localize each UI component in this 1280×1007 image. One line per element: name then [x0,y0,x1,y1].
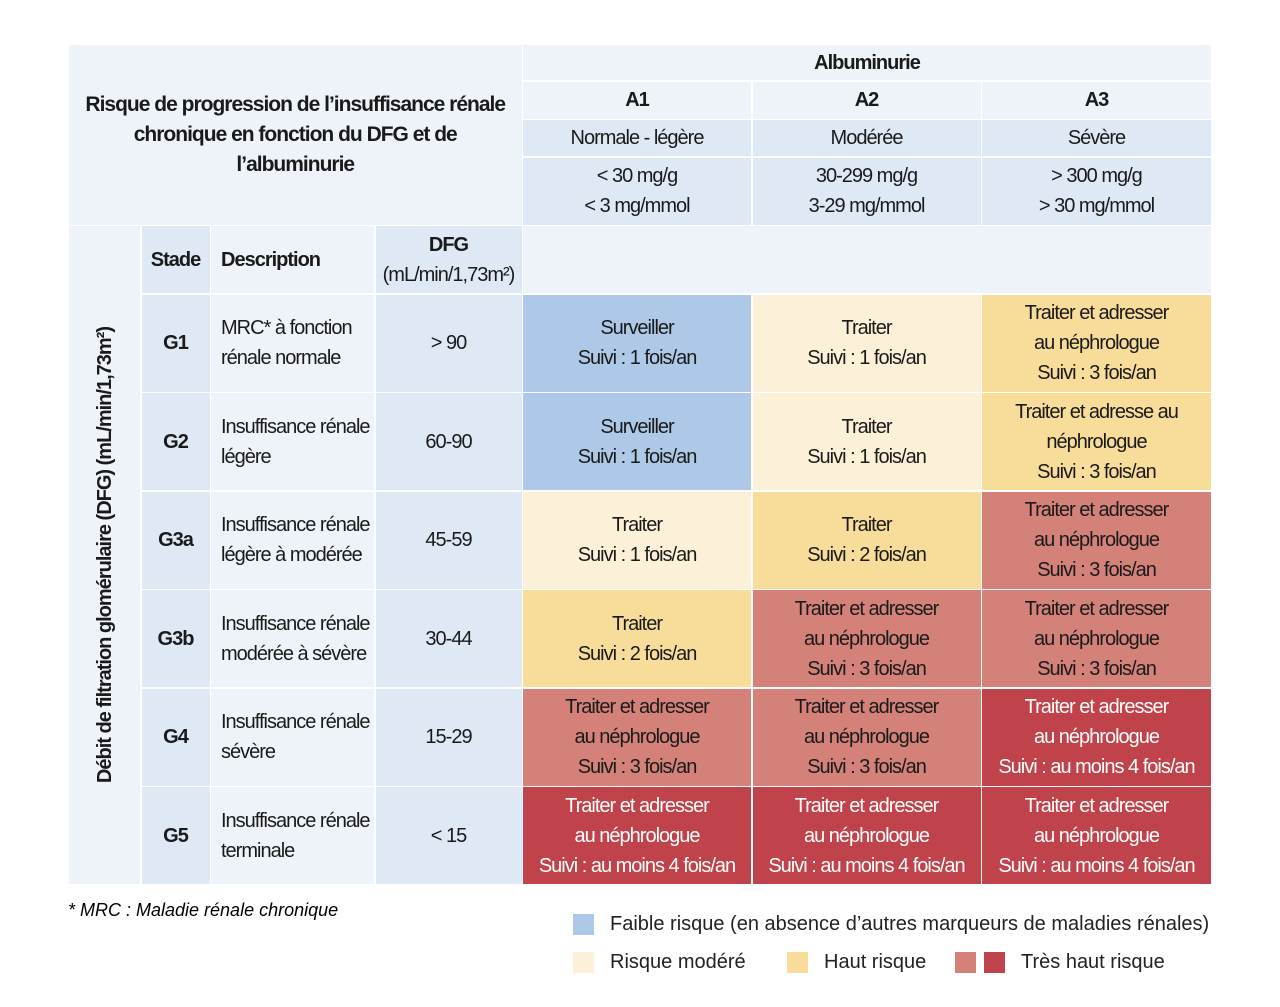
risk-cell: Traiter Suivi : 1 fois/an [523,491,751,589]
a3-label: Sévère [982,120,1211,156]
a1-range: < 30 mg/g < 3 mg/mmol [523,157,751,225]
legend-moderate-label: Risque modéré [610,951,746,973]
stade-cell: G3a [141,491,210,589]
blank-header [523,226,1211,293]
albuminurie-header: Albuminurie [523,45,1211,80]
risk-cell: Traiter Suivi : 2 fois/an [752,491,981,589]
legend-moderate: Risque modéré [573,951,746,974]
legend-very-high-label: Très haut risque [1021,951,1165,973]
description-cell: Insuffisance rénale modérée à sévère [211,590,374,687]
legend-swatch-very-high-1 [955,952,976,973]
a2-code: A2 [752,81,981,119]
description-cell: Insuffisance rénale légère à modérée [211,491,374,589]
risk-cell: Traiter Suivi : 1 fois/an [752,393,981,490]
dfg-cell: < 15 [375,787,522,884]
risk-cell: Traiter et adresser au néphrologue Suivi… [752,590,981,687]
stade-cell: G3b [141,590,210,687]
description-cell: Insuffisance rénale terminale [211,787,374,884]
risk-cell: Traiter et adresse au néphrologue Suivi … [982,393,1211,490]
stade-cell: G1 [141,294,210,392]
stade-cell: G2 [141,393,210,490]
side-label: Débit de filtration glomérulaire (DFG) (… [93,326,116,784]
dfg-cell: 60-90 [375,393,522,490]
a1-code: A1 [523,81,751,119]
table-title: Risque de progression de l’insuffisance … [69,45,522,225]
risk-cell: Traiter et adresser au néphrologue Suivi… [523,688,751,786]
legend-swatch-moderate [573,952,594,973]
dfg-cell: > 90 [375,294,522,392]
legend-swatch-high [787,952,808,973]
a1-label: Normale - légère [523,120,751,156]
legend-swatch-very-high-2 [984,952,1005,973]
description-cell: MRC* à fonction rénale normale [211,294,374,392]
a3-range: > 300 mg/g > 30 mg/mmol [982,157,1211,225]
risk-cell: Surveiller Suivi : 1 fois/an [523,294,751,392]
dfg-cell: 30-44 [375,590,522,687]
legend-swatch-low [573,914,594,935]
side-label-cell: Débit de filtration glomérulaire (DFG) (… [69,226,140,884]
stade-header: Stade [141,226,210,293]
risk-cell: Traiter et adresser au néphrologue Suivi… [982,491,1211,589]
legend-high: Haut risque [787,951,926,974]
risk-cell: Traiter et adresser au néphrologue Suivi… [752,787,981,884]
risk-cell: Traiter et adresser au néphrologue Suivi… [982,294,1211,392]
legend-high-label: Haut risque [824,951,927,973]
dfg-cell: 45-59 [375,491,522,589]
risk-table: Risque de progression de l’insuffisance … [69,45,1211,884]
a2-range: 30-299 mg/g 3-29 mg/mmol [752,157,981,225]
risk-cell: Traiter et adresser au néphrologue Suivi… [982,590,1211,687]
dfg-header-label: DFG [428,233,469,256]
description-cell: Insuffisance rénale légère [211,393,374,490]
stade-cell: G4 [141,688,210,786]
stade-cell: G5 [141,787,210,884]
risk-cell: Traiter et adresser au néphrologue Suivi… [752,688,981,786]
a2-label: Modérée [752,120,981,156]
risk-cell: Traiter Suivi : 2 fois/an [523,590,751,687]
risk-cell: Surveiller Suivi : 1 fois/an [523,393,751,490]
risk-cell: Traiter Suivi : 1 fois/an [752,294,981,392]
a3-code: A3 [982,81,1211,119]
legend-low: Faible risque (en absence d’autres marqu… [573,913,1209,936]
dfg-cell: 15-29 [375,688,522,786]
footnote: * MRC : Maladie rénale chronique [68,900,339,920]
dfg-header-unit: (mL/min/1,73m²) [382,263,516,286]
risk-cell: Traiter et adresser au néphrologue Suivi… [982,787,1211,884]
risk-cell: Traiter et adresser au néphrologue Suivi… [982,688,1211,786]
legend-low-label: Faible risque (en absence d’autres marqu… [610,913,1210,935]
description-cell: Insuffisance rénale sévère [211,688,374,786]
risk-cell: Traiter et adresser au néphrologue Suivi… [523,787,751,884]
dfg-header: DFG (mL/min/1,73m²) [375,226,522,293]
legend-very-high: Très haut risque [955,951,1165,974]
description-header: Description [211,226,374,293]
